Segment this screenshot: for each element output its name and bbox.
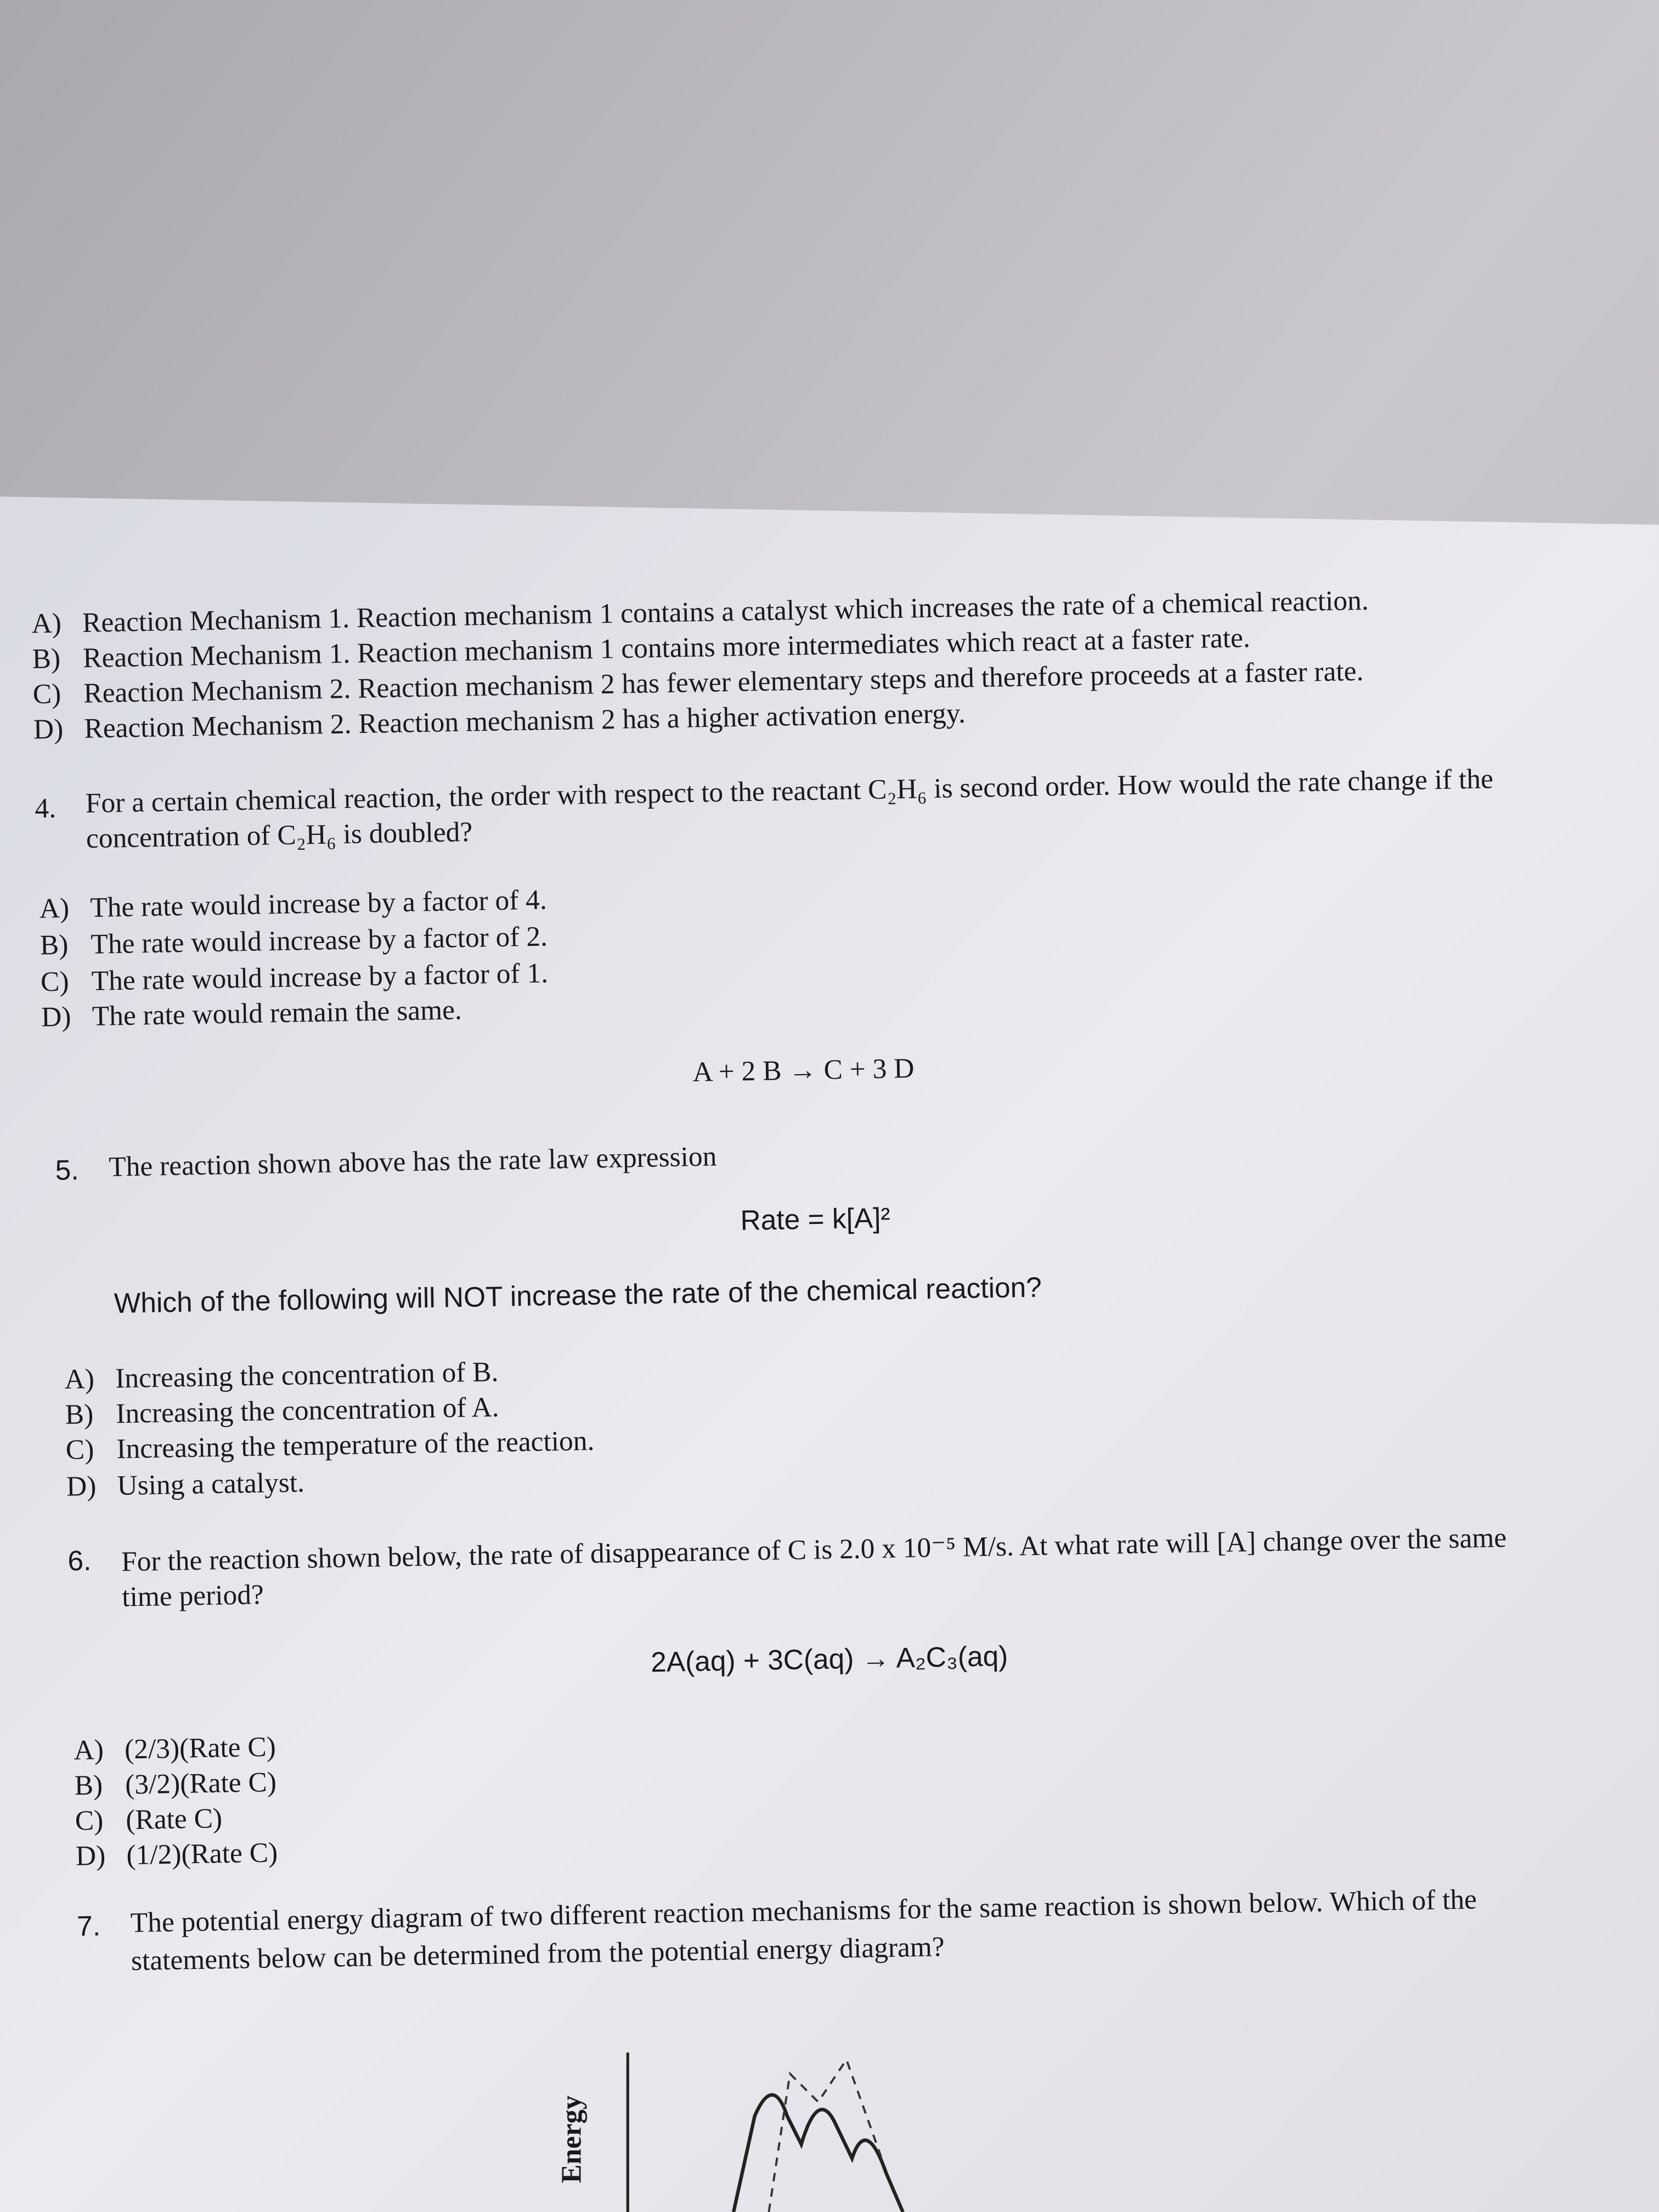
reaction: A + 2 B → C + 3 D — [692, 1053, 915, 1088]
letter: D) — [75, 1841, 106, 1872]
text: (1/2)(Rate C) — [126, 1837, 278, 1872]
letter: A) — [64, 1364, 95, 1396]
letter: A) — [31, 608, 62, 640]
question-text: time period? — [121, 1579, 264, 1613]
text: Increasing the concentration of A. — [115, 1392, 500, 1430]
energy-curve — [731, 2093, 905, 2212]
diagram-axis-label: Energy — [556, 2095, 588, 2183]
letter: C) — [40, 966, 70, 998]
text: The rate would remain the same. — [92, 995, 462, 1033]
letter: B) — [40, 930, 69, 962]
letter: B) — [65, 1399, 94, 1431]
option: B) (3/2)(Rate C) — [74, 1767, 276, 1803]
option: D) (1/2)(Rate C) — [75, 1838, 278, 1874]
letter: D) — [41, 1002, 72, 1034]
paper — [0, 496, 1659, 2212]
text: (Rate C) — [125, 1803, 223, 1836]
letter: D) — [33, 714, 64, 746]
question-number: 6. — [67, 1546, 92, 1578]
letter: A) — [74, 1735, 104, 1767]
energy-curve-dashed — [768, 2057, 883, 2212]
question-number: 5. — [55, 1155, 80, 1187]
letter: C) — [65, 1434, 94, 1466]
letter: B) — [74, 1770, 103, 1802]
question-number: 7. — [76, 1911, 101, 1943]
reaction: 2A(aq) + 3C(aq) → A₂C₃(aq) — [650, 1641, 1008, 1679]
option: D) Using a catalyst. — [66, 1468, 305, 1504]
letter: C) — [75, 1805, 104, 1837]
rate-law: Rate = k[A]² — [740, 1203, 891, 1237]
option: A) (2/3)(Rate C) — [74, 1732, 276, 1768]
letter: A) — [39, 893, 70, 925]
letter: D) — [66, 1471, 97, 1503]
text: (3/2)(Rate C) — [125, 1767, 277, 1801]
option: C) (Rate C) — [75, 1803, 222, 1838]
question-text: concentration of C₂H₆ is doubled? — [86, 817, 473, 855]
letter: C) — [32, 679, 61, 710]
letter: B) — [32, 644, 61, 675]
text: Increasing the concentration of B. — [115, 1357, 499, 1395]
text: Using a catalyst. — [117, 1468, 305, 1502]
question-number: 4. — [34, 793, 57, 825]
text: (2/3)(Rate C) — [124, 1731, 276, 1766]
